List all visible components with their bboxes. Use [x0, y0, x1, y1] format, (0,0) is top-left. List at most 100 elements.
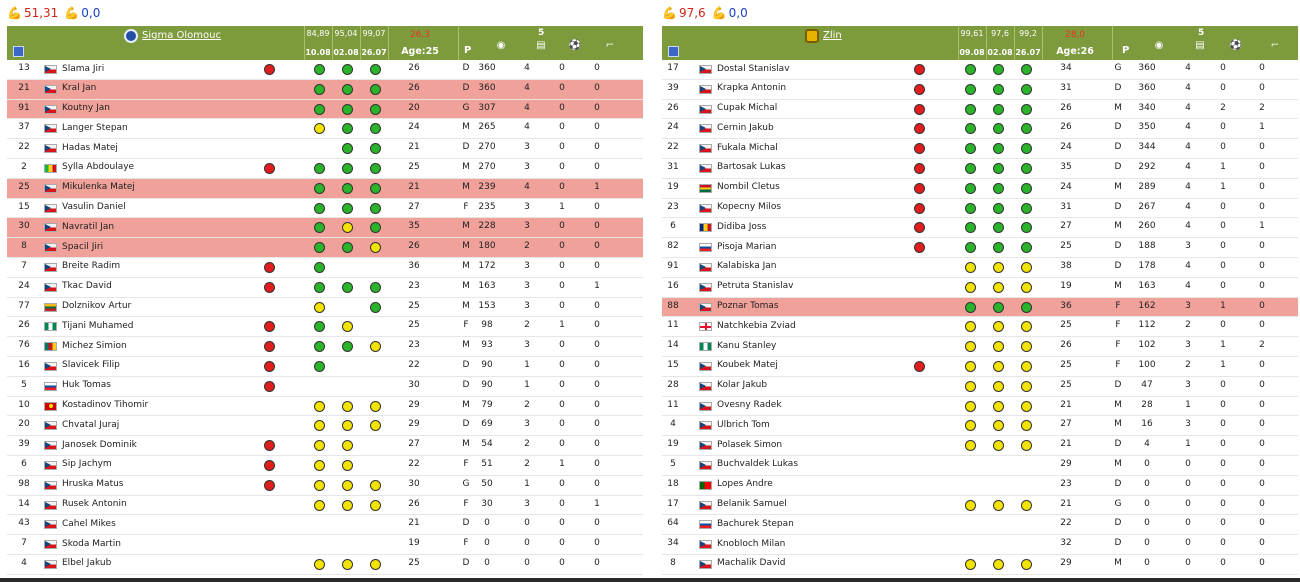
player-row[interactable]: 15 Vasulin Daniel 27 F 235 3 1 0 — [7, 199, 643, 219]
player-row[interactable]: 26 Tijani Muhamed 25 F 98 2 1 0 — [7, 317, 643, 338]
player-name[interactable]: Rusek Antonin — [62, 499, 127, 510]
player-row[interactable]: 8 Machalik David 29 M 0 0 0 0 — [662, 555, 1298, 575]
player-name[interactable]: Natchkebia Zviad — [717, 320, 796, 331]
player-row[interactable]: 22 Hadas Matej 21 D 270 3 0 0 — [7, 139, 643, 159]
player-name[interactable]: Chvatal Juraj — [62, 419, 120, 430]
player-name[interactable]: Cupak Michal — [717, 103, 778, 114]
player-name[interactable]: Hruska Matus — [62, 479, 124, 490]
player-row[interactable]: 4 Elbel Jakub 25 D 0 0 0 0 — [7, 555, 643, 575]
player-name[interactable]: Huk Tomas — [62, 380, 111, 391]
player-row[interactable]: 98 Hruska Matus 30 G 50 1 0 0 — [7, 476, 643, 496]
player-row[interactable]: 17 Belanik Samuel 21 G 0 0 0 0 — [662, 496, 1298, 516]
player-name[interactable]: Spacil Jiri — [62, 241, 104, 252]
player-row[interactable]: 26 Cupak Michal 26 M 340 4 2 2 — [662, 100, 1298, 120]
player-name[interactable]: Kral Jan — [62, 83, 97, 94]
player-row[interactable]: 17 Dostal Stanislav 34 G 360 4 0 0 — [662, 60, 1298, 80]
player-row[interactable]: 28 Kolar Jakub 25 D 47 3 0 0 — [662, 377, 1298, 397]
player-row[interactable]: 24 Tkac David 23 M 163 3 0 1 — [7, 278, 643, 298]
player-name[interactable]: Dostal Stanislav — [717, 63, 790, 74]
player-name[interactable]: Ovesny Radek — [717, 400, 782, 411]
position-header[interactable]: P — [1122, 45, 1130, 56]
player-row[interactable]: 34 Knobloch Milan 32 D 0 0 0 0 — [662, 535, 1298, 555]
player-row[interactable]: 5 Huk Tomas 30 D 90 1 0 0 — [7, 377, 643, 397]
player-row[interactable]: 6 Didiba Joss 27 M 260 4 0 1 — [662, 218, 1298, 239]
player-row[interactable]: 82 Pisoja Marian 25 D 188 3 0 0 — [662, 238, 1298, 258]
player-name[interactable]: Hadas Matej — [62, 142, 118, 153]
player-row[interactable]: 16 Petruta Stanislav 19 M 163 4 0 0 — [662, 278, 1298, 298]
soccer-ball-icon[interactable]: ⚽ — [568, 40, 582, 51]
player-row[interactable]: 10 Kostadinov Tihomir 29 M 79 2 0 0 — [7, 397, 643, 417]
player-name[interactable]: Fukala Michal — [717, 142, 778, 153]
player-name[interactable]: Kostadinov Tihomir — [62, 400, 149, 411]
player-row[interactable]: 23 Kopecny Milos 31 D 267 4 0 0 — [662, 199, 1298, 219]
player-name[interactable]: Tijani Muhamed — [62, 320, 134, 331]
player-name[interactable]: Kolar Jakub — [717, 380, 768, 391]
player-name[interactable]: Breite Radim — [62, 261, 121, 272]
player-name[interactable]: Dolznikov Artur — [62, 301, 132, 312]
grid-icon[interactable] — [668, 46, 679, 57]
player-row[interactable]: 25 Mikulenka Matej 21 M 239 4 0 1 — [7, 178, 643, 199]
player-row[interactable]: 22 Fukala Michal 24 D 344 4 0 0 — [662, 139, 1298, 159]
player-name[interactable]: Kopecny Milos — [717, 202, 782, 213]
average-age[interactable]: Age:25 — [401, 46, 439, 57]
player-name[interactable]: Slavicek Filip — [62, 360, 120, 371]
player-name[interactable]: Vasulin Daniel — [62, 202, 126, 213]
player-row[interactable]: 20 Chvatal Juraj 29 D 69 3 0 0 — [7, 416, 643, 437]
player-row[interactable]: 39 Janosek Dominik 27 M 54 2 0 0 — [7, 436, 643, 456]
player-name[interactable]: Koutny Jan — [62, 103, 110, 114]
player-name[interactable]: Slama Jiri — [62, 63, 105, 74]
player-name[interactable]: Sip Jachym — [62, 459, 112, 470]
clock-icon[interactable]: ◉ — [1154, 40, 1164, 51]
player-row[interactable]: 11 Natchkebia Zviad 25 F 112 2 0 0 — [662, 317, 1298, 338]
player-name[interactable]: Bachurek Stepan — [717, 518, 794, 529]
player-name[interactable]: Knobloch Milan — [717, 538, 786, 549]
player-name[interactable]: Langer Stepan — [62, 122, 128, 133]
player-row[interactable]: 37 Langer Stepan 24 M 265 4 0 0 — [7, 119, 643, 140]
player-name[interactable]: Bartosak Lukas — [717, 162, 786, 173]
player-name[interactable]: Petruta Stanislav — [717, 281, 794, 292]
player-name[interactable]: Sylla Abdoulaye — [62, 162, 135, 173]
player-row[interactable]: 14 Kanu Stanley 26 F 102 3 1 2 — [662, 337, 1298, 357]
player-name[interactable]: Buchvaldek Lukas — [717, 459, 799, 470]
player-name[interactable]: Elbel Jakub — [62, 558, 112, 569]
player-name[interactable]: Janosek Dominik — [62, 439, 137, 450]
team-name-link[interactable]: Sigma Olomouc — [142, 30, 221, 41]
document-icon[interactable]: ▤ — [1195, 40, 1205, 51]
player-name[interactable]: Skoda Martin — [62, 538, 121, 549]
player-row[interactable]: 15 Koubek Matej 25 F 100 2 1 0 — [662, 357, 1298, 377]
player-row[interactable]: 6 Sip Jachym 22 F 51 2 1 0 — [7, 456, 643, 476]
player-name[interactable]: Didiba Joss — [717, 221, 767, 232]
player-name[interactable]: Lopes Andre — [717, 479, 773, 490]
player-name[interactable]: Krapka Antonin — [717, 83, 787, 94]
player-row[interactable]: 88 Poznar Tomas 36 F 162 3 1 0 — [662, 297, 1298, 318]
player-row[interactable]: 11 Ovesny Radek 21 M 28 1 0 0 — [662, 397, 1298, 417]
player-name[interactable]: Machalik David — [717, 558, 786, 569]
boot-icon[interactable]: ⌐ — [1270, 40, 1280, 51]
document-icon[interactable]: ▤ — [536, 40, 546, 51]
player-name[interactable]: Cahel Mikes — [62, 518, 116, 529]
player-row[interactable]: 39 Krapka Antonin 31 D 360 4 0 0 — [662, 80, 1298, 100]
player-name[interactable]: Nombil Cletus — [717, 182, 780, 193]
player-row[interactable]: 2 Sylla Abdoulaye 25 M 270 3 0 0 — [7, 159, 643, 179]
position-header[interactable]: P — [464, 45, 472, 56]
boot-icon[interactable]: ⌐ — [605, 40, 615, 51]
player-name[interactable]: Navratil Jan — [62, 221, 115, 232]
player-name[interactable]: Pisoja Marian — [717, 241, 777, 252]
player-row[interactable]: 7 Breite Radim 36 M 172 3 0 0 — [7, 258, 643, 278]
player-row[interactable]: 76 Michez Simion 23 M 93 3 0 0 — [7, 337, 643, 357]
player-name[interactable]: Kanu Stanley — [717, 340, 777, 351]
player-row[interactable]: 7 Skoda Martin 19 F 0 0 0 0 — [7, 535, 643, 555]
player-row[interactable]: 30 Navratil Jan 35 M 228 3 0 0 — [7, 218, 643, 239]
player-row[interactable]: 43 Cahel Mikes 21 D 0 0 0 0 — [7, 515, 643, 536]
player-name[interactable]: Polasek Simon — [717, 439, 783, 450]
player-name[interactable]: Tkac David — [62, 281, 112, 292]
player-row[interactable]: 18 Lopes Andre 23 D 0 0 0 0 — [662, 476, 1298, 496]
average-age[interactable]: Age:26 — [1056, 46, 1094, 57]
player-row[interactable]: 91 Koutny Jan 20 G 307 4 0 0 — [7, 99, 643, 120]
player-row[interactable]: 24 Cernin Jakub 26 D 350 4 0 1 — [662, 119, 1298, 140]
player-row[interactable]: 64 Bachurek Stepan 22 D 0 0 0 0 — [662, 515, 1298, 536]
player-row[interactable]: 21 Kral Jan 26 D 360 4 0 0 — [7, 79, 643, 100]
player-row[interactable]: 19 Polasek Simon 21 D 4 1 0 0 — [662, 436, 1298, 456]
player-name[interactable]: Kalabiska Jan — [717, 261, 777, 272]
player-row[interactable]: 16 Slavicek Filip 22 D 90 1 0 0 — [7, 357, 643, 377]
